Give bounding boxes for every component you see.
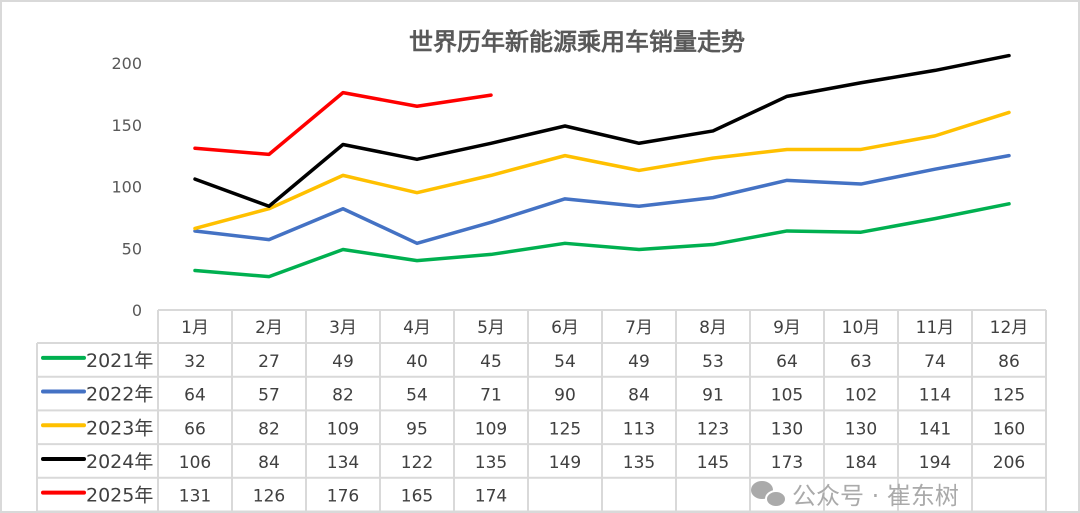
table-cell-value: 160: [993, 419, 1025, 439]
x-tick-label: 10月: [842, 318, 881, 338]
table-cell-value: 106: [179, 453, 211, 473]
series-line-2021年: [193, 202, 1011, 279]
table-cell-value: 84: [258, 453, 280, 473]
x-tick-label: 6月: [551, 318, 579, 338]
table-cell-value: 49: [628, 352, 650, 372]
table-cell-value: 63: [850, 352, 872, 372]
table-cell-value: 113: [623, 419, 655, 439]
y-tick-label: 150: [111, 116, 142, 135]
table-cell-value: 149: [549, 453, 581, 473]
y-tick-label: 50: [122, 239, 142, 258]
table-cell-value: 90: [554, 386, 576, 406]
table-cell-value: 114: [919, 386, 951, 406]
table-cell-value: 173: [771, 453, 803, 473]
table-cell-value: 194: [919, 453, 951, 473]
legend-label: 2025年: [86, 485, 153, 507]
chart-title: 世界历年新能源乘用车销量走势: [409, 28, 745, 56]
legend-label: 2021年: [86, 350, 153, 372]
table-cell-value: 131: [179, 487, 211, 507]
table-cell-value: 54: [406, 386, 428, 406]
x-tick-label: 9月: [773, 318, 801, 338]
wechat-icon: [751, 481, 787, 508]
table-cell-value: 71: [480, 386, 502, 406]
x-tick-label: 1月: [181, 318, 209, 338]
watermark-text: 公众号 · 崔东树: [792, 482, 959, 510]
table-cell-value: 27: [258, 352, 280, 372]
table-cell-value: 126: [253, 487, 285, 507]
data-table: 1月 2月 3月 4月 5月 6月 7月 8月 9月 10月 11月 12月 2021年 32 27 49 40…: [36, 309, 1047, 513]
x-tick-label: 11月: [916, 318, 955, 338]
legend-label: 2022年: [86, 384, 153, 406]
table-cell-value: 123: [697, 419, 729, 439]
table-cell-value: 174: [475, 487, 507, 507]
table-cell-value: 134: [327, 453, 359, 473]
series-line-2023年: [193, 110, 1011, 231]
table-cell-value: 64: [776, 352, 798, 372]
table-cell-value: 135: [623, 453, 655, 473]
table-cell-value: 57: [258, 386, 280, 406]
y-tick-label: 200: [111, 54, 142, 73]
series-lines: [193, 53, 1011, 279]
x-tick-label: 7月: [625, 318, 653, 338]
table-cell-value: 125: [549, 419, 581, 439]
table-cell-value: 82: [332, 386, 354, 406]
table-cell-value: 74: [924, 352, 946, 372]
table-cell-value: 54: [554, 352, 576, 372]
legend-label: 2023年: [86, 417, 153, 439]
table-cell-value: 206: [993, 453, 1025, 473]
table-cell-value: 135: [475, 453, 507, 473]
table-cell-value: 66: [184, 419, 206, 439]
x-tick-label: 4月: [403, 318, 431, 338]
y-axis: 0 50 100 150 200: [111, 54, 142, 320]
y-tick-label: 100: [111, 178, 142, 197]
x-tick-label: 12月: [990, 318, 1029, 338]
table-cell-value: 53: [702, 352, 724, 372]
table-cell-value: 122: [401, 453, 433, 473]
x-tick-label: 8月: [699, 318, 727, 338]
table-cell-value: 40: [406, 352, 428, 372]
table-cell-value: 32: [184, 352, 206, 372]
table-cell-value: 125: [993, 386, 1025, 406]
x-tick-label: 3月: [329, 318, 357, 338]
y-tick-label: 0: [132, 301, 142, 320]
series-line-2022年: [193, 153, 1011, 246]
table-cell-value: 95: [406, 419, 428, 439]
table-cell-value: 91: [702, 386, 724, 406]
x-tick-label: 5月: [477, 318, 505, 338]
table-cell-value: 109: [475, 419, 507, 439]
table-cell-value: 45: [480, 352, 502, 372]
table-cell-value: 109: [327, 419, 359, 439]
watermark: 公众号 · 崔东树: [751, 481, 959, 510]
x-tick-label: 2月: [255, 318, 283, 338]
table-cell-value: 82: [258, 419, 280, 439]
table-cell-value: 86: [998, 352, 1020, 372]
legend-label: 2024年: [86, 451, 153, 473]
table-cell-value: 84: [628, 386, 650, 406]
table-cell-value: 165: [401, 487, 433, 507]
series-line-2024年: [193, 53, 1011, 209]
table-cell-value: 105: [771, 386, 803, 406]
table-cell-value: 49: [332, 352, 354, 372]
table-cell-value: 130: [845, 419, 877, 439]
table-cell-value: 102: [845, 386, 877, 406]
table-cell-value: 145: [697, 453, 729, 473]
table-cell-value: 64: [184, 386, 206, 406]
table-cell-value: 176: [327, 487, 359, 507]
table-cell-value: 130: [771, 419, 803, 439]
table-cell-value: 184: [845, 453, 877, 473]
series-line-2025年: [193, 90, 493, 157]
table-cell-value: 141: [919, 419, 951, 439]
